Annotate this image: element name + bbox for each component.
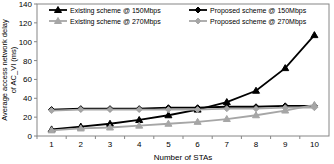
y-tick-label: 20 <box>23 113 32 122</box>
y-axis-label: Average access network delay <box>0 19 9 121</box>
x-axis-label: Number of STAs <box>154 153 213 162</box>
y-tick <box>34 98 37 99</box>
marker <box>311 32 318 38</box>
y-tick-label: 40 <box>23 94 32 103</box>
x-tick <box>183 136 184 139</box>
marker <box>49 108 55 114</box>
y-tick <box>34 22 37 23</box>
y-tick-label: 80 <box>23 57 32 66</box>
marker <box>253 112 260 118</box>
marker <box>165 120 172 126</box>
marker <box>107 107 113 113</box>
marker <box>48 126 55 132</box>
y-tick-label: 0 <box>28 132 33 141</box>
marker <box>194 118 201 124</box>
marker <box>195 107 201 113</box>
y-tick <box>34 4 37 5</box>
series-line <box>52 105 315 130</box>
x-tick <box>153 136 154 139</box>
marker <box>107 106 113 112</box>
legend-label: Proposed scheme @ 270Mbps <box>210 18 307 26</box>
marker <box>49 107 55 113</box>
marker <box>77 125 84 131</box>
series-line <box>52 106 315 110</box>
x-tick-label: 1 <box>49 140 54 149</box>
y-tick-label: 120 <box>19 19 33 28</box>
legend-marker <box>195 7 201 13</box>
x-tick-label: 3 <box>108 140 113 149</box>
marker <box>311 105 317 111</box>
x-tick <box>37 136 38 139</box>
x-tick-label: 5 <box>166 140 171 149</box>
y-tick <box>34 79 37 80</box>
marker <box>136 122 143 128</box>
x-tick-label: 7 <box>225 140 230 149</box>
x-tick-label: 10 <box>310 140 319 149</box>
x-tick <box>241 136 242 139</box>
x-tick <box>124 136 125 139</box>
legend-marker <box>55 7 62 13</box>
marker <box>136 106 142 112</box>
y-tick-label: 100 <box>19 38 33 47</box>
y-tick-label: 60 <box>23 75 32 84</box>
marker <box>136 107 142 113</box>
marker <box>253 106 259 112</box>
marker <box>282 65 289 71</box>
marker <box>48 127 55 133</box>
plot-frame <box>37 4 329 136</box>
x-tick <box>270 136 271 139</box>
marker <box>107 124 114 130</box>
x-tick-label: 2 <box>79 140 84 149</box>
x-tick-label: 8 <box>254 140 259 149</box>
x-tick-label: 4 <box>137 140 142 149</box>
y-tick <box>34 60 37 61</box>
legend-label: Existing scheme @ 150Mbps <box>70 7 161 15</box>
marker <box>223 116 230 122</box>
legend-marker <box>55 18 62 24</box>
series-line <box>52 108 315 111</box>
y-tick-label: 140 <box>19 0 33 9</box>
plot-area <box>48 32 318 133</box>
legend-marker <box>195 18 201 24</box>
marker <box>165 107 171 113</box>
legend-label: Existing scheme @ 270Mbps <box>70 18 161 26</box>
marker <box>253 87 260 93</box>
legend-label: Proposed scheme @ 150Mbps <box>210 7 307 15</box>
marker <box>78 106 84 112</box>
y-axis-label: of AC_VI (ms) <box>9 46 18 93</box>
y-tick <box>34 41 37 42</box>
marker <box>224 106 230 112</box>
x-tick <box>299 136 300 139</box>
marker <box>282 105 288 111</box>
x-tick <box>212 136 213 139</box>
y-tick <box>34 117 37 118</box>
x-tick <box>66 136 67 139</box>
x-tick <box>95 136 96 139</box>
x-tick-label: 9 <box>283 140 288 149</box>
series-line <box>52 35 315 129</box>
marker <box>78 107 84 113</box>
chart: 0 20 40 60 80 100 120 140 1 2 3 4 5 6 7 8 9 10 Number of S… <box>0 0 334 164</box>
x-tick-label: 6 <box>195 140 200 149</box>
